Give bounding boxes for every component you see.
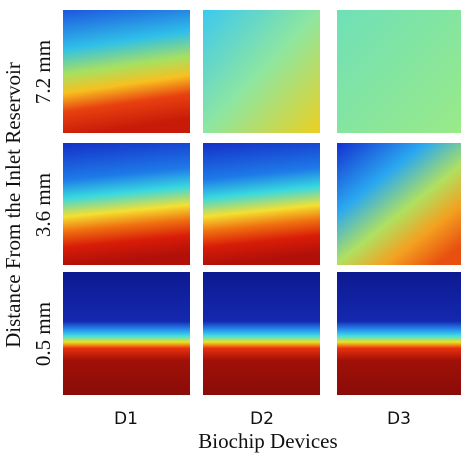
- column-label: D3: [387, 409, 411, 429]
- heatmap-panel: [337, 143, 461, 265]
- y-label: Distance From the Inlet Reservoir: [1, 62, 25, 348]
- heatmap-panel: [63, 143, 190, 265]
- row-label: 0.5 mm: [31, 302, 55, 366]
- row-label: 7.2 mm: [31, 40, 55, 104]
- heatmap-panel: [203, 143, 320, 265]
- heatmap-panel: [63, 10, 190, 133]
- heatmap-panel: [337, 10, 461, 133]
- heatmap-panel: [337, 272, 461, 395]
- row-label: 3.6 mm: [31, 173, 55, 237]
- heatmap-panel: [203, 10, 320, 133]
- heatmap-panel: [203, 272, 320, 395]
- heatmap-panel: [63, 272, 190, 395]
- x-label: Biochip Devices: [198, 429, 337, 453]
- column-label: D1: [114, 409, 138, 429]
- column-label: D2: [250, 409, 274, 429]
